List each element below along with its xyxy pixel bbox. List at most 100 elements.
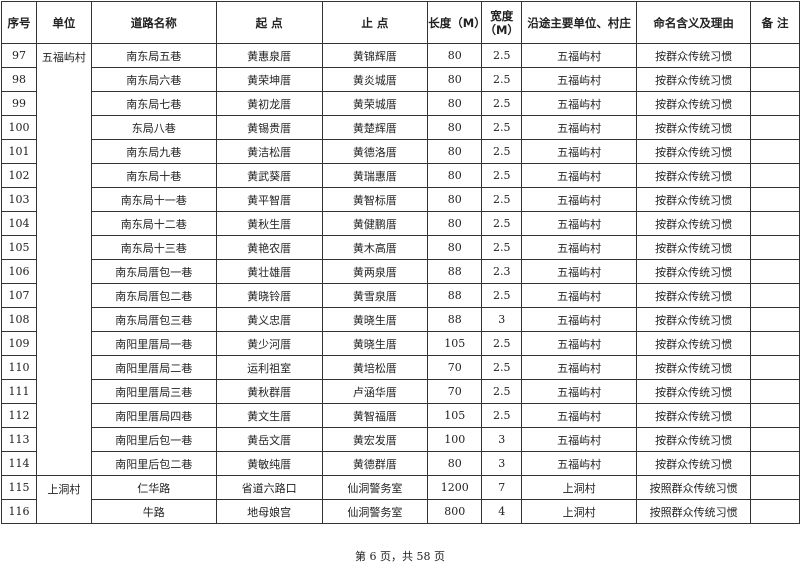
cell-reason: 按群众传统习惯: [636, 403, 752, 428]
cell-along: 五福屿村: [521, 451, 638, 476]
cell-reason: 按群众传统习惯: [636, 307, 752, 332]
cell-index: 113: [1, 427, 37, 452]
column-header: 序号: [1, 1, 37, 44]
table-row: 116 牛路 地母娘宫 仙洞警务室 800 4 上洞村 按照群众传统习惯: [1, 499, 800, 524]
cell-length: 88: [427, 307, 483, 332]
cell-remark: [750, 355, 800, 380]
cell-index: 98: [1, 67, 37, 92]
cell-width: 2.3: [481, 259, 523, 284]
cell-along: 五福屿村: [521, 427, 638, 452]
cell-reason: 按群众传统习惯: [636, 187, 752, 212]
cell-road-name: 南阳里厝局四巷: [90, 403, 217, 428]
table-row: 107 南东局厝包二巷 黄晓铃厝 黄雪泉厝 88 2.5 五福屿村 按群众传统习惯: [1, 283, 800, 308]
table-row: 115 上洞村 仁华路 省道六路口 仙洞警务室 1200 7 上洞村 按照群众传统习惯: [1, 475, 800, 524]
cell-index: 112: [1, 403, 37, 428]
table-row: 103 南东局十一巷 黄平智厝 黄智标厝 80 2.5 五福屿村 按群众传统习惯: [1, 187, 800, 212]
cell-start: 黄惠泉厝: [215, 43, 323, 68]
table-header-row: 序号 单位 道路名称起 点止 点长度（M） 宽度（M） 沿途主要单位、村庄 命名含义及理由…: [1, 1, 800, 44]
cell-start: 黄义忠厝: [215, 307, 323, 332]
cell-end: 黄智标厝: [321, 187, 429, 212]
cell-remark: [750, 259, 800, 284]
cell-end: 黄楚辉厝: [321, 115, 429, 140]
cell-width: 4: [481, 499, 523, 524]
cell-reason: 按群众传统习惯: [636, 115, 752, 140]
cell-length: 80: [427, 187, 483, 212]
cell-start: 运利祖室: [215, 355, 323, 380]
cell-index: 100: [1, 115, 37, 140]
cell-remark: [750, 283, 800, 308]
cell-index: 105: [1, 235, 37, 260]
cell-end: 黄荣城厝: [321, 91, 429, 116]
road-naming-table: 序号 单位 道路名称起 点止 点长度（M） 宽度（M） 沿途主要单位、村庄 命名含义及理由…: [1, 1, 800, 524]
cell-index: 106: [1, 259, 37, 284]
cell-start: 黄岳文厝: [215, 427, 323, 452]
table-row: 113 南阳里后包一巷 黄岳文厝 黄宏发厝 100 3 五福屿村 按群众传统习惯: [1, 427, 800, 452]
cell-reason: 按群众传统习惯: [636, 355, 752, 380]
cell-width: 2.5: [481, 283, 523, 308]
cell-index: 101: [1, 139, 37, 164]
cell-end: 黄晓生厝: [321, 331, 429, 356]
cell-width: 2.5: [481, 403, 523, 428]
cell-index: 104: [1, 211, 37, 236]
cell-start: 黄秋生厝: [215, 211, 323, 236]
table-row: 102 南东局十巷 黄武葵厝 黄瑞惠厝 80 2.5 五福屿村 按群众传统习惯: [1, 163, 800, 188]
cell-start: 黄平智厝: [215, 187, 323, 212]
cell-along: 五福屿村: [521, 139, 638, 164]
cell-start: 黄壮雄厝: [215, 259, 323, 284]
table-row: 112 南阳里厝局四巷 黄文生厝 黄智福厝 105 2.5 五福屿村 按群众传统习惯: [1, 403, 800, 428]
cell-length: 80: [427, 163, 483, 188]
cell-reason: 按群众传统习惯: [636, 259, 752, 284]
cell-index: 107: [1, 283, 37, 308]
cell-remark: [750, 187, 800, 212]
cell-unit: 五福屿村: [35, 43, 92, 476]
cell-road-name: 南东局厝包三巷: [90, 307, 217, 332]
cell-length: 80: [427, 43, 483, 68]
cell-length: 80: [427, 235, 483, 260]
column-header: 道路名称: [90, 1, 217, 44]
cell-length: 100: [427, 427, 483, 452]
cell-end: 黄锦辉厝: [321, 43, 429, 68]
cell-index: 115: [1, 475, 37, 500]
cell-along: 五福屿村: [521, 283, 638, 308]
cell-remark: [750, 67, 800, 92]
cell-length: 1200: [427, 475, 483, 500]
cell-width: 7: [481, 475, 523, 500]
cell-reason: 按照群众传统习惯: [636, 475, 752, 500]
cell-reason: 按照群众传统习惯: [636, 499, 752, 524]
cell-road-name: 牛路: [90, 499, 217, 524]
cell-along: 五福屿村: [521, 115, 638, 140]
table-row: 106 南东局厝包一巷 黄壮雄厝 黄两泉厝 88 2.3 五福屿村 按群众传统习惯: [1, 259, 800, 284]
cell-length: 88: [427, 283, 483, 308]
cell-width: 3: [481, 427, 523, 452]
cell-index: 116: [1, 499, 37, 524]
cell-remark: [750, 475, 800, 500]
cell-length: 80: [427, 139, 483, 164]
cell-start: 黄荣坤厝: [215, 67, 323, 92]
table-row: 99 南东局七巷 黄初龙厝 黄荣城厝 80 2.5 五福屿村 按群众传统习惯: [1, 91, 800, 116]
cell-index: 110: [1, 355, 37, 380]
cell-road-name: 仁华路: [90, 475, 217, 500]
cell-start: 黄秋群厝: [215, 379, 323, 404]
cell-road-name: 南阳里厝局三巷: [90, 379, 217, 404]
cell-along: 五福屿村: [521, 163, 638, 188]
table-row: 110 南阳里厝局二巷 运利祖室 黄培松厝 70 2.5 五福屿村 按群众传统习惯: [1, 355, 800, 380]
cell-end: 黄两泉厝: [321, 259, 429, 284]
cell-end: 黄智福厝: [321, 403, 429, 428]
cell-length: 105: [427, 403, 483, 428]
table-row: 98 南东局六巷 黄荣坤厝 黄炎城厝 80 2.5 五福屿村 按群众传统习惯: [1, 67, 800, 92]
cell-road-name: 南阳里厝局二巷: [90, 355, 217, 380]
cell-reason: 按群众传统习惯: [636, 211, 752, 236]
cell-along: 五福屿村: [521, 259, 638, 284]
cell-index: 97: [1, 43, 37, 68]
cell-along: 五福屿村: [521, 67, 638, 92]
cell-start: 黄锡贵厝: [215, 115, 323, 140]
cell-start: 黄少河厝: [215, 331, 323, 356]
cell-width: 2.5: [481, 43, 523, 68]
cell-unit: 上洞村: [35, 475, 92, 524]
cell-remark: [750, 307, 800, 332]
cell-remark: [750, 427, 800, 452]
column-header: 单位: [35, 1, 92, 44]
cell-along: 五福屿村: [521, 355, 638, 380]
cell-road-name: 南东局十巷: [90, 163, 217, 188]
column-header: 长度（M）: [427, 1, 483, 44]
